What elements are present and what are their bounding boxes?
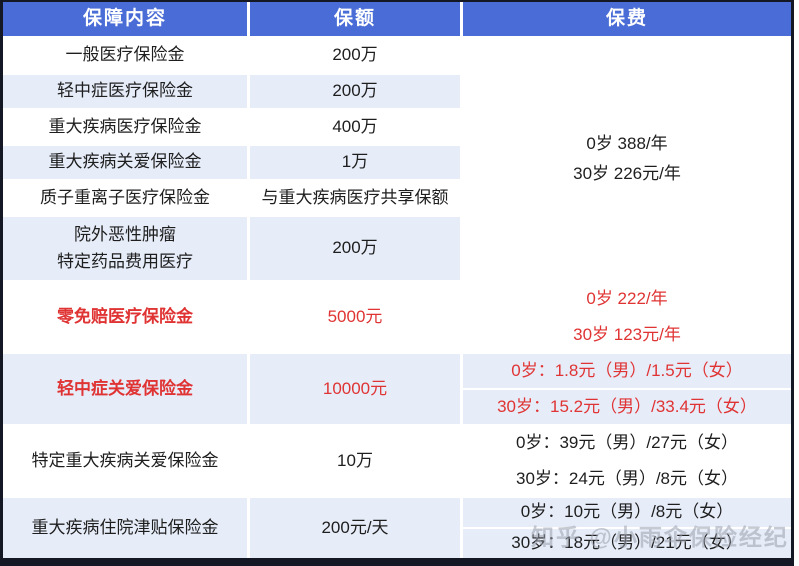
premium-line-1: 0岁：1.8元（男）/1.5元（女） [463,354,791,388]
coverage-name: 轻中症医疗保险金 [3,75,247,108]
premium-line-2: 30岁：15.2元（男）/33.4元（女） [463,390,791,424]
amount-value: 400万 [332,116,378,136]
coverage-name: 重大疾病医疗保险金 [48,116,202,136]
table-row-outpatient-tumor-drugs: 院外恶性肿瘤 特定药品费用医疗 200万 [3,217,460,280]
coverage-name: 零免赔医疗保险金 [57,306,193,326]
amount-value: 200万 [332,45,378,65]
premium-line-1: 0岁 222/年 [586,289,668,309]
table-row-specific-critical-care: 特定重大疾病关爱保险金 10万 0岁：39元（男）/27元（女） 30岁：24元… [3,426,791,496]
amount-value: 5000元 [327,306,383,326]
premium-line-2: 30岁 226元/年 [573,163,681,183]
header-cell-premium: 保费 [463,2,791,36]
premium-line-1: 0岁：10元（男）/8元（女） [463,498,791,527]
rows-1-6-left-columns: 一般医疗保险金 200万 轻中症医疗保险金 200万 重大疾病医疗保险金 400… [3,38,460,280]
amount-value: 200万 [250,217,460,280]
coverage-name: 特定重大疾病关爱保险金 [31,450,219,470]
table-row-general-medical: 一般医疗保险金 200万 [3,38,460,73]
amount-value: 10万 [337,450,373,470]
amount-value: 200元/天 [250,498,460,558]
amount-value: 200万 [250,75,460,108]
amount-value: 与重大疾病医疗共享保额 [261,187,449,207]
premium-line-1: 0岁：39元（男）/27元（女） [516,433,738,453]
premium-cell: 0岁：39元（男）/27元（女） 30岁：24元（男）/8元（女） [463,426,791,496]
table-row-zero-deductible: 零免赔医疗保险金 5000元 0岁 222/年 30岁 123元/年 [3,282,791,352]
header-cell-coverage: 保障内容 [3,2,247,36]
coverage-name: 院外恶性肿瘤 特定药品费用医疗 [3,217,247,280]
coverage-name: 重大疾病关爱保险金 [3,146,247,179]
premium-line-2: 30岁：24元（男）/8元（女） [516,468,738,488]
coverage-name: 重大疾病住院津贴保险金 [3,498,247,558]
premium-merged-cell: 0岁 388/年 30岁 226元/年 [463,38,791,280]
table-row-critical-illness-care: 重大疾病关爱保险金 1万 [3,146,460,179]
coverage-name: 轻中症关爱保险金 [3,354,247,424]
amount-value: 1万 [250,146,460,179]
rows-1-6-group: 一般医疗保险金 200万 轻中症医疗保险金 200万 重大疾病医疗保险金 400… [3,38,791,280]
premium-line-2: 30岁：18元（男）/21元（女） [463,529,791,558]
coverage-name-line1: 院外恶性肿瘤 [74,225,176,245]
premium-cell: 0岁：1.8元（男）/1.5元（女） 30岁：15.2元（男）/33.4元（女） [463,354,791,424]
coverage-name: 一般医疗保险金 [65,45,185,65]
coverage-name: 质子重离子医疗保险金 [40,187,210,207]
amount-value: 10000元 [250,354,460,424]
table-row-proton-heavy-ion: 质子重离子医疗保险金 与重大疾病医疗共享保额 [3,181,460,215]
header-cell-amount: 保额 [250,2,460,36]
watermark-zhihu: 知乎 @小雨伞保险经纪 [531,524,789,550]
premium-cell: 0岁 222/年 30岁 123元/年 [463,282,791,352]
premium-cell: 0岁：10元（男）/8元（女） 30岁：18元（男）/21元（女） [463,498,791,558]
table-row-mild-moderate-medical: 轻中症医疗保险金 200万 [3,75,460,108]
table-row-mild-moderate-care: 轻中症关爱保险金 10000元 0岁：1.8元（男）/1.5元（女） 30岁：1… [3,354,791,424]
table-row-critical-illness-medical: 重大疾病医疗保险金 400万 [3,110,460,144]
premium-line-1: 0岁 388/年 [586,134,668,154]
coverage-name-line2: 特定药品费用医疗 [57,251,193,271]
table-row-hospital-allowance: 重大疾病住院津贴保险金 200元/天 0岁：10元（男）/8元（女） 30岁：1… [3,498,791,558]
premium-line-2: 30岁 123元/年 [573,324,681,344]
table-header-row: 保障内容 保额 保费 [3,2,791,36]
